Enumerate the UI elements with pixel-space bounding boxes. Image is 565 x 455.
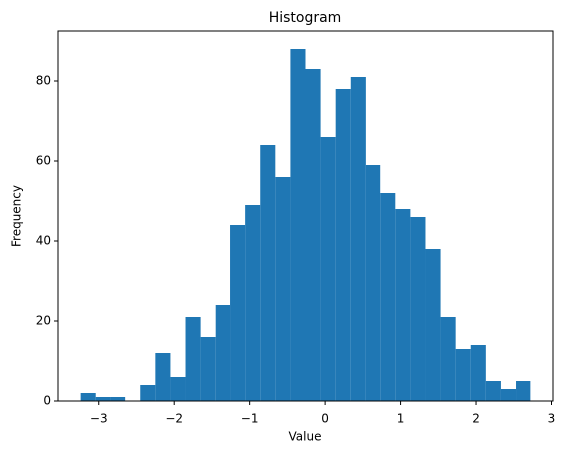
- bar: [260, 145, 276, 401]
- y-tick-label: 60: [36, 154, 51, 168]
- bar: [275, 177, 291, 401]
- bar: [440, 317, 456, 401]
- bar: [410, 217, 426, 401]
- bar: [245, 205, 261, 401]
- bar: [485, 381, 501, 401]
- x-tick-label: −1: [241, 412, 259, 426]
- bar: [470, 345, 486, 401]
- x-tick-label: 1: [397, 412, 405, 426]
- bar: [80, 393, 96, 401]
- y-tick-label: 40: [36, 234, 51, 248]
- bar: [395, 209, 411, 401]
- bar: [425, 249, 441, 401]
- plot-frame: [57, 30, 554, 402]
- bar: [185, 317, 201, 401]
- bar: [455, 349, 471, 401]
- bar: [380, 193, 396, 401]
- y-tick-label: 80: [36, 74, 51, 88]
- x-tick-label: 3: [548, 412, 556, 426]
- bar: [200, 337, 216, 401]
- x-tick-label: 2: [472, 412, 480, 426]
- bar: [155, 353, 171, 401]
- y-tick-label: 0: [43, 394, 51, 408]
- bar: [365, 165, 381, 401]
- x-tick-label: 0: [321, 412, 329, 426]
- x-tick-label: −2: [165, 412, 183, 426]
- bar: [110, 397, 126, 401]
- bar: [335, 89, 351, 401]
- bar: [230, 225, 246, 401]
- bar: [215, 305, 231, 401]
- bar: [516, 381, 531, 401]
- bar: [170, 377, 186, 401]
- bar: [95, 397, 111, 401]
- chart-title: Histogram: [269, 10, 342, 26]
- bar: [290, 49, 306, 401]
- y-tick-label: 20: [36, 314, 51, 328]
- x-axis-label: Value: [289, 430, 322, 444]
- y-axis-label: Frequency: [10, 185, 24, 247]
- bar: [500, 389, 517, 401]
- bar: [140, 385, 156, 401]
- x-tick-label: −3: [90, 412, 108, 426]
- bar: [350, 77, 366, 401]
- bar: [305, 69, 321, 401]
- bar: [320, 137, 336, 401]
